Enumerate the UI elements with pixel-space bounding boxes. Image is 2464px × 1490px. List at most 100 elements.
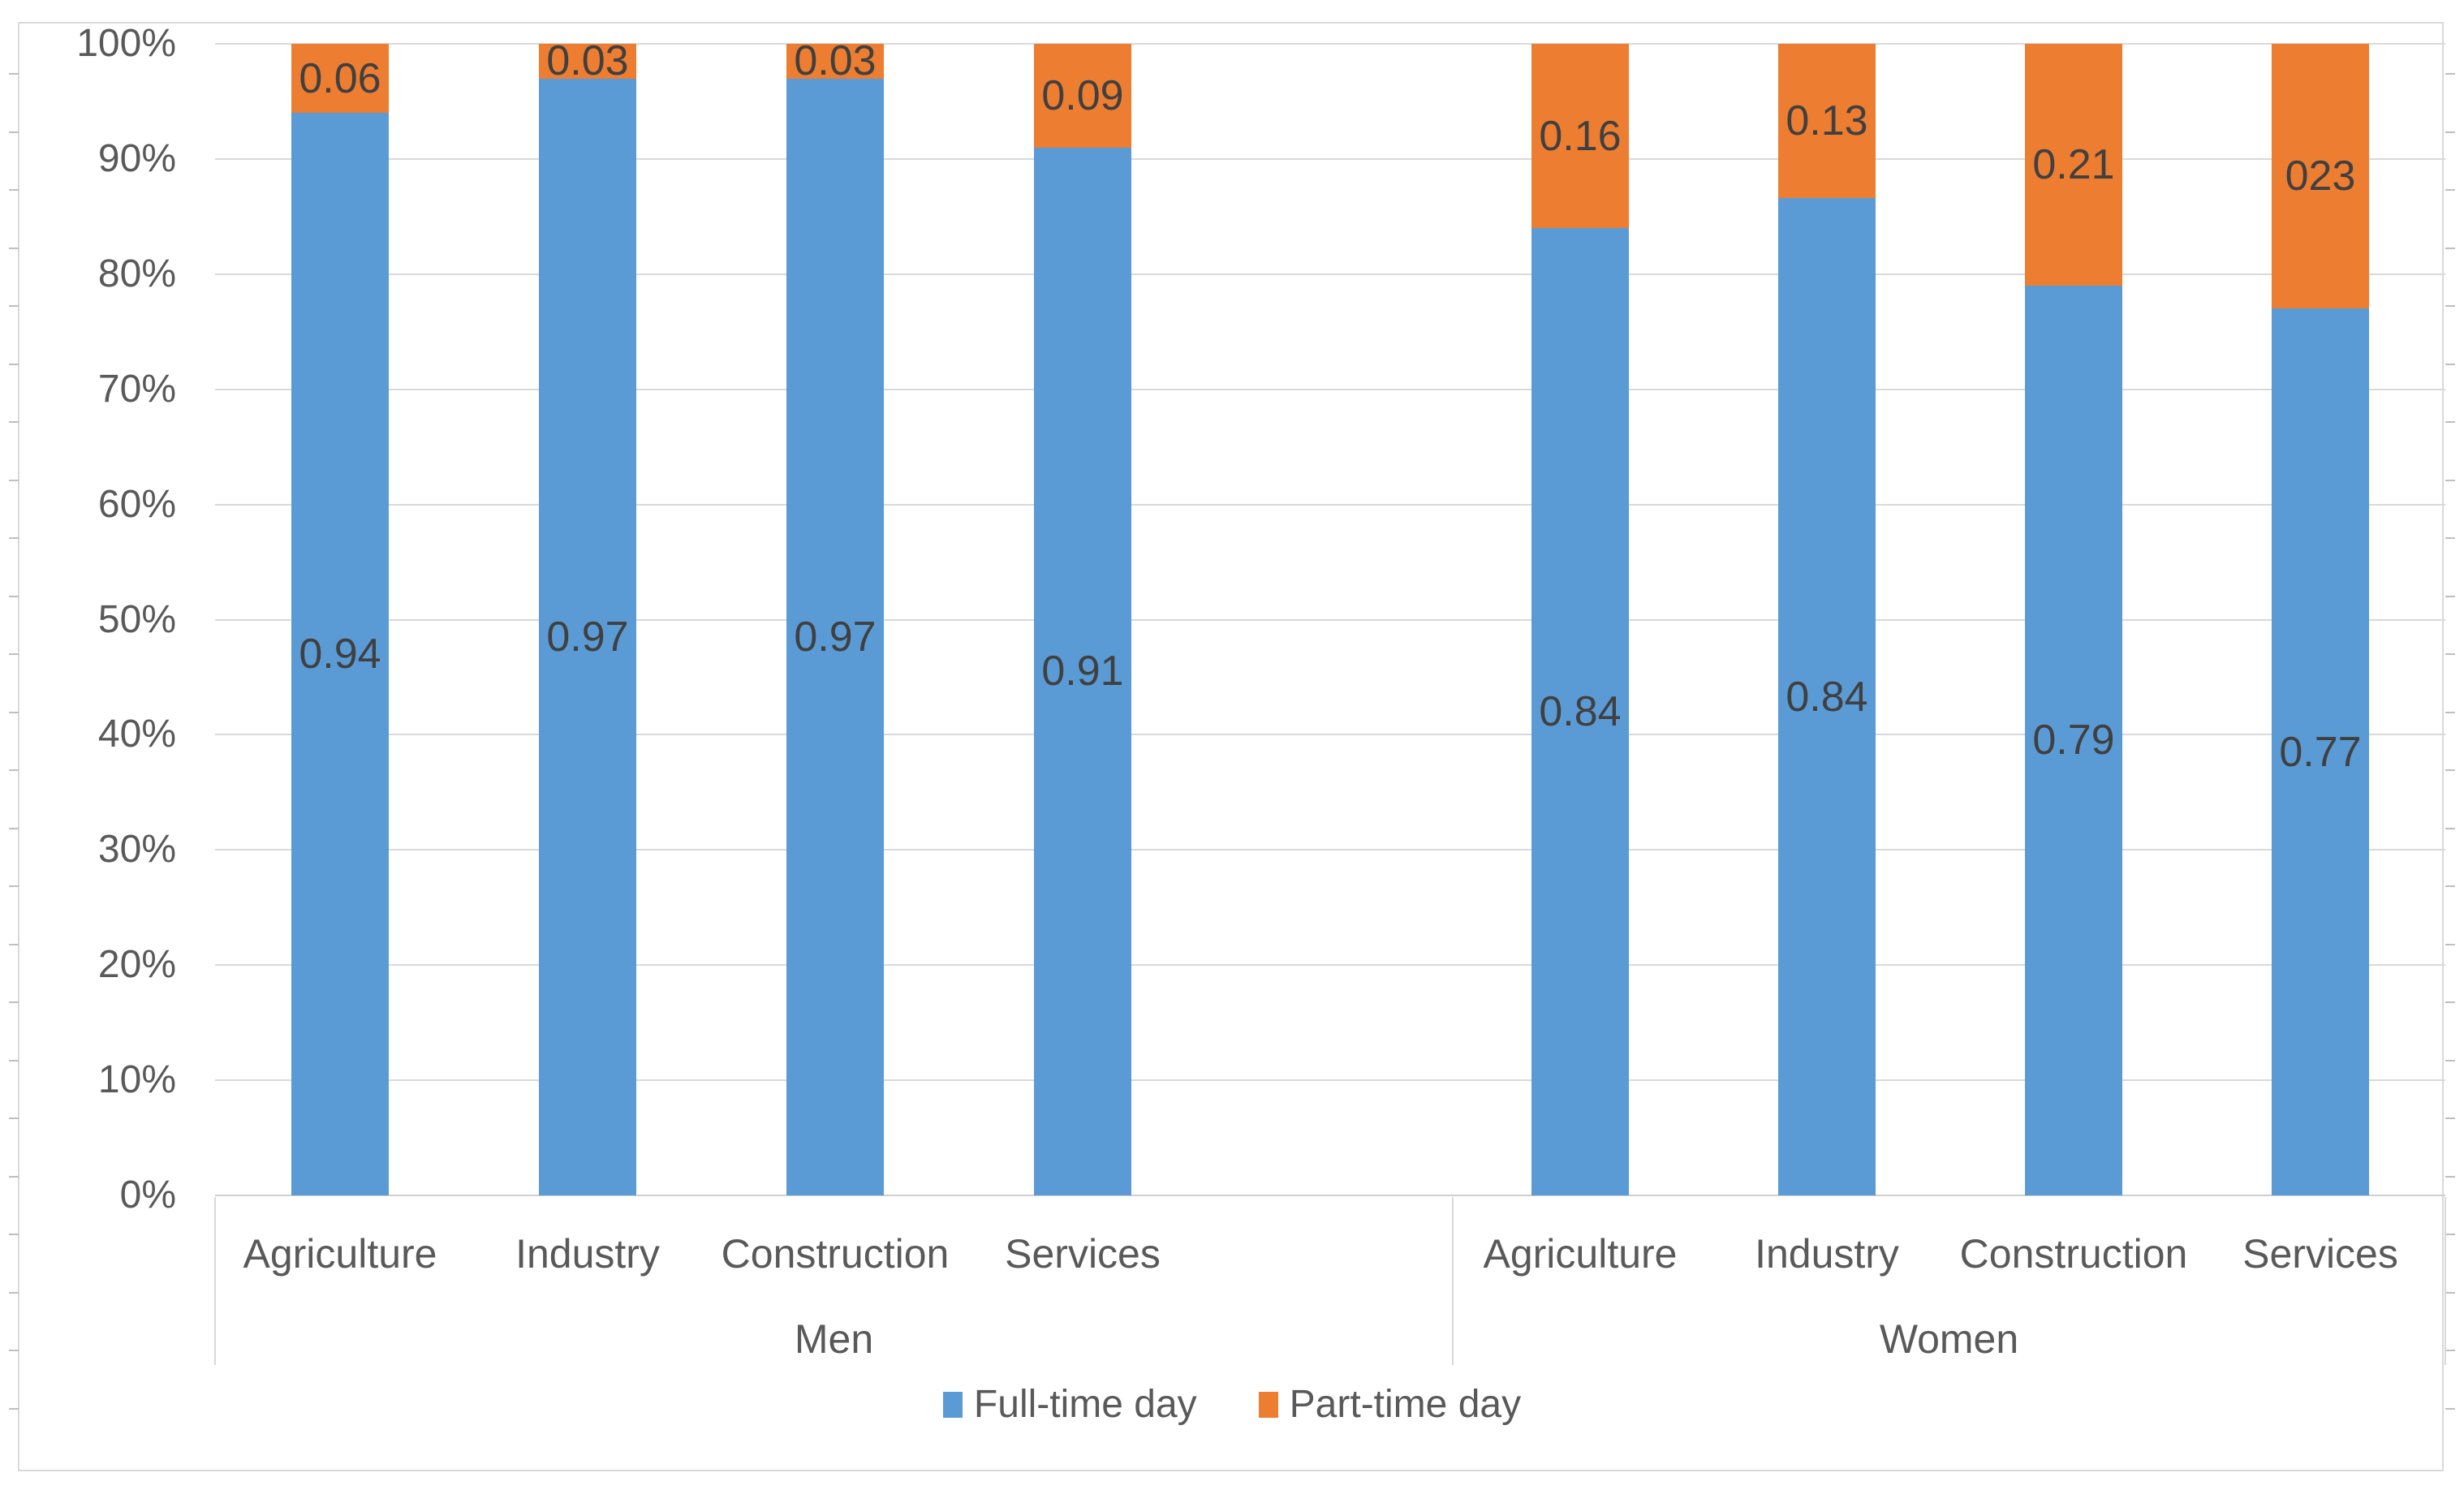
bar-segment-part-time-day bbox=[2272, 44, 2369, 309]
data-label-full-time-day: 0.77 bbox=[2279, 728, 2362, 776]
y-axis-minor-tick-icon bbox=[2445, 189, 2455, 191]
legend-item-part-time-day: Part-time day bbox=[1258, 1385, 1521, 1424]
bar-segment-full-time-day bbox=[2272, 308, 2369, 1195]
y-axis-minor-tick-icon bbox=[9, 1059, 19, 1062]
y-axis-minor-tick-icon bbox=[9, 711, 19, 713]
category-label: Construction bbox=[1959, 1231, 2188, 1277]
y-axis-minor-tick-icon bbox=[9, 653, 19, 655]
y-axis-minor-tick-icon bbox=[2445, 305, 2455, 307]
y-axis-minor-tick-icon bbox=[9, 1175, 19, 1178]
y-axis-minor-tick-icon bbox=[2445, 363, 2455, 365]
y-axis-label: 90% bbox=[97, 136, 176, 180]
y-axis-label: 30% bbox=[97, 828, 176, 872]
bar-segment-part-time-day bbox=[1034, 44, 1131, 148]
data-label-part-time-day: 0.21 bbox=[2032, 140, 2115, 188]
y-axis-minor-tick-icon bbox=[9, 479, 19, 481]
y-axis-minor-tick-icon bbox=[2445, 1175, 2455, 1178]
y-axis-minor-tick-icon bbox=[2445, 1291, 2455, 1294]
data-label-full-time-day: 0.91 bbox=[1041, 648, 1124, 695]
category-label: Agriculture bbox=[1483, 1231, 1678, 1277]
data-label-part-time-day: 023 bbox=[2285, 153, 2356, 200]
y-axis-label: 20% bbox=[97, 943, 176, 987]
gridline-30% bbox=[215, 849, 2445, 851]
y-axis-minor-tick-icon bbox=[2445, 827, 2455, 829]
category-label: Construction bbox=[721, 1231, 950, 1277]
y-axis-minor-tick-icon bbox=[9, 1350, 19, 1351]
y-axis-minor-tick-icon bbox=[9, 247, 19, 249]
category-label: Agriculture bbox=[243, 1231, 437, 1277]
bar-segment-full-time-day bbox=[539, 78, 636, 1195]
y-axis-minor-tick-icon bbox=[9, 595, 19, 597]
bar-segment-full-time-day bbox=[1034, 147, 1131, 1195]
bar-segment-full-time-day bbox=[1778, 198, 1876, 1195]
bar-segment-part-time-day bbox=[291, 44, 389, 114]
data-label-full-time-day: 0.94 bbox=[299, 631, 381, 678]
gridline-100% bbox=[215, 43, 2445, 45]
gridline-40% bbox=[215, 734, 2445, 736]
data-label-part-time-day: 0.06 bbox=[299, 54, 381, 102]
data-label-part-time-day: 0.16 bbox=[1539, 112, 1622, 160]
y-axis-minor-tick-icon bbox=[9, 73, 19, 75]
y-axis-minor-tick-icon bbox=[2445, 1350, 2455, 1351]
y-axis-minor-tick-icon bbox=[9, 189, 19, 191]
data-label-part-time-day: 0.09 bbox=[1041, 71, 1124, 119]
category-label: Industry bbox=[1755, 1231, 1899, 1277]
gridline-20% bbox=[215, 964, 2445, 967]
y-axis-minor-tick-icon bbox=[9, 131, 19, 133]
category-label: Industry bbox=[515, 1231, 660, 1277]
y-axis-minor-tick-icon bbox=[9, 769, 19, 771]
gridline-10% bbox=[215, 1079, 2445, 1082]
y-axis-minor-tick-icon bbox=[2445, 1118, 2455, 1119]
full-time-day-swatch-icon bbox=[942, 1392, 963, 1418]
legend: Full-time day Part-time day bbox=[0, 1380, 2464, 1430]
y-axis-minor-tick-icon bbox=[2445, 711, 2455, 713]
y-axis-minor-tick-icon bbox=[9, 1407, 19, 1410]
y-axis-label: 0% bbox=[119, 1173, 176, 1217]
y-axis-minor-tick-icon bbox=[9, 537, 19, 539]
y-axis-minor-tick-icon bbox=[2445, 73, 2455, 75]
y-axis-minor-tick-icon bbox=[2445, 595, 2455, 597]
gridline-0% bbox=[215, 1195, 2445, 1196]
y-axis-minor-tick-icon bbox=[9, 363, 19, 365]
y-axis-minor-tick-icon bbox=[2445, 1407, 2455, 1410]
y-axis-label: 10% bbox=[97, 1058, 176, 1102]
y-axis-minor-tick-icon bbox=[9, 1234, 19, 1235]
y-axis-label: 60% bbox=[97, 482, 176, 526]
legend-item-full-time-day: Full-time day bbox=[942, 1383, 1197, 1426]
bar-segment-full-time-day bbox=[2025, 285, 2122, 1195]
data-label-full-time-day: 0.79 bbox=[2032, 717, 2115, 764]
bar-segment-full-time-day bbox=[786, 78, 884, 1195]
gridline-60% bbox=[215, 503, 2445, 506]
gridline-80% bbox=[215, 273, 2445, 275]
bar-segment-full-time-day bbox=[291, 113, 389, 1195]
bar-segment-part-time-day bbox=[2025, 44, 2122, 286]
y-axis-minor-tick-icon bbox=[2445, 1001, 2455, 1003]
y-axis-minor-tick-icon bbox=[2445, 1059, 2455, 1062]
y-axis-minor-tick-icon bbox=[2445, 131, 2455, 133]
y-axis-minor-tick-icon bbox=[2445, 769, 2455, 771]
data-label-full-time-day: 0.97 bbox=[546, 613, 629, 661]
y-axis-minor-tick-icon bbox=[9, 827, 19, 829]
bar-segment-part-time-day bbox=[786, 44, 884, 79]
y-axis-minor-tick-icon bbox=[2445, 537, 2455, 539]
category-label: Services bbox=[2242, 1231, 2398, 1277]
y-axis-minor-tick-icon bbox=[2445, 1234, 2455, 1235]
y-axis-minor-tick-icon bbox=[9, 305, 19, 307]
data-label-part-time-day: 0.13 bbox=[1786, 97, 1868, 145]
y-axis-minor-tick-icon bbox=[2445, 421, 2455, 423]
legend-label-full-time-day: Full-time day bbox=[973, 1383, 1197, 1426]
gridline-50% bbox=[215, 618, 2445, 621]
y-axis-label: 50% bbox=[97, 597, 176, 641]
y-axis-minor-tick-icon bbox=[9, 1291, 19, 1294]
y-axis-minor-tick-icon bbox=[9, 885, 19, 887]
y-axis-minor-tick-icon bbox=[9, 943, 19, 945]
y-axis-minor-tick-icon bbox=[9, 421, 19, 423]
y-axis-minor-tick-icon bbox=[2445, 653, 2455, 655]
gridline-90% bbox=[215, 157, 2445, 160]
y-axis-minor-tick-icon bbox=[2445, 247, 2455, 249]
category-label: Services bbox=[1005, 1231, 1161, 1277]
data-label-full-time-day: 0.97 bbox=[794, 613, 877, 661]
y-axis-minor-tick-icon bbox=[9, 1118, 19, 1119]
